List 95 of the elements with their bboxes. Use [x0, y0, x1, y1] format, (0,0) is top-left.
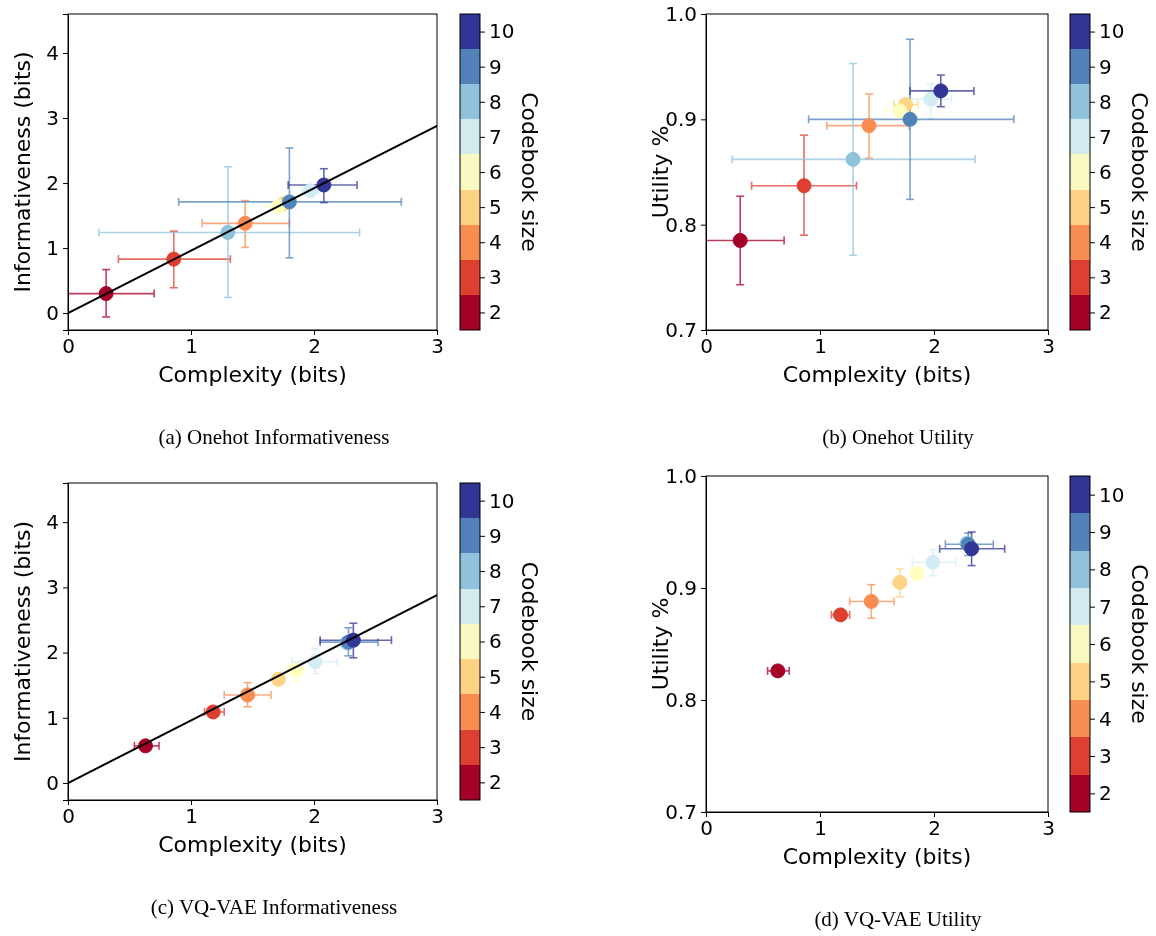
x-tick-label: 2: [928, 816, 941, 841]
point: [909, 565, 925, 581]
color-bar-label: 2: [1099, 781, 1112, 806]
point: [863, 593, 879, 609]
color-bar-label: 3: [1099, 743, 1112, 768]
y-axis-title: Informativeness (bits): [10, 51, 35, 293]
x-tick-label: 1: [185, 334, 198, 359]
color-bar-label: 2: [489, 300, 502, 325]
y-tick-label: 0: [46, 300, 59, 325]
color-bar-label: 7: [489, 124, 502, 149]
color-bar-label: 9: [1099, 519, 1112, 544]
point: [925, 554, 941, 570]
y-tick-label: 4: [46, 40, 59, 65]
color-bar-title: Codebook size: [517, 92, 542, 252]
color-bar-label: 8: [489, 558, 502, 583]
color-bar-label: 7: [1099, 124, 1112, 149]
color-bar-label: 5: [489, 664, 502, 689]
text: (a) Onehot Informativeness: [158, 425, 390, 449]
text: (d) VQ-VAE Utility: [814, 907, 983, 931]
y-tick-label: 0: [46, 770, 59, 795]
point: [923, 91, 939, 107]
color-bar-label: 5: [1099, 195, 1112, 220]
x-tick-label: 0: [700, 816, 713, 841]
color-bar-label: 5: [1099, 669, 1112, 694]
color-bar-label: 10: [489, 19, 515, 44]
x-tick-label: 3: [431, 334, 444, 359]
point: [845, 151, 861, 167]
color-bar-label: 3: [1099, 265, 1112, 290]
color-bar-label: 3: [489, 735, 502, 760]
color-bar-label: 9: [1099, 54, 1112, 79]
y-axis-title: Informativeness (bits): [10, 520, 35, 763]
color-bar-label: 8: [1099, 557, 1112, 582]
color-bar-label: 6: [489, 629, 502, 654]
color-bar-title: Codebook size: [1127, 92, 1152, 252]
color-bar-label: 9: [489, 523, 502, 548]
y-tick-label: 0.9: [665, 575, 697, 600]
color-bar-label: 3: [489, 265, 502, 290]
color-bar-title: Codebook size: [1127, 564, 1152, 724]
y-tick-label: 1.0: [665, 1, 697, 26]
y-tick-label: 1: [46, 235, 59, 260]
color-bar-label: 7: [1099, 594, 1112, 619]
x-tick-label: 2: [308, 804, 321, 829]
y-tick-label: 0.7: [665, 317, 697, 342]
color-bar-label: 8: [1099, 89, 1112, 114]
color-bar-label: 5: [489, 195, 502, 220]
point: [933, 83, 949, 99]
x-tick-label: 0: [700, 334, 713, 359]
x-tick-label: 2: [308, 334, 321, 359]
y-tick-label: 1.0: [665, 463, 697, 488]
color-bar-label: 4: [1099, 706, 1112, 731]
point: [796, 178, 812, 194]
color-bar-label: 4: [1099, 230, 1112, 255]
x-tick-label: 1: [185, 804, 198, 829]
color-bar-label: 6: [489, 159, 502, 184]
point: [861, 118, 877, 134]
y-tick-label: 3: [46, 575, 59, 600]
text: (c) VQ-VAE Informativeness: [150, 895, 398, 919]
x-tick-label: 3: [1042, 816, 1055, 841]
x-tick-label: 2: [928, 334, 941, 359]
point: [770, 663, 786, 679]
color-bar-title: Codebook size: [517, 561, 542, 722]
x-tick-label: 3: [1042, 334, 1055, 359]
y-tick-label: 2: [46, 170, 59, 195]
x-axis-title: Complexity (bits): [782, 844, 972, 869]
color-bar-label: 7: [489, 594, 502, 619]
color-bar-label: 6: [1099, 631, 1112, 656]
x-tick-label: 1: [814, 334, 827, 359]
color-bar-label: 4: [489, 699, 502, 724]
color-bar-label: 10: [1099, 19, 1125, 44]
x-axis-title: Complexity (bits): [158, 832, 347, 857]
x-axis-title: Complexity (bits): [158, 362, 347, 387]
point: [902, 111, 918, 127]
color-bar-label: 2: [1099, 300, 1112, 325]
text: (b) Onehot Utility: [822, 425, 975, 449]
x-tick-label: 3: [431, 804, 444, 829]
y-tick-label: 4: [46, 510, 59, 535]
x-tick-label: 0: [62, 334, 75, 359]
color-bar-label: 10: [1099, 482, 1125, 507]
point: [732, 232, 748, 248]
color-bar-label: 4: [489, 230, 502, 255]
color-bar-label: 2: [489, 770, 502, 795]
color-bar-label: 8: [489, 89, 502, 114]
x-tick-label: 0: [62, 804, 75, 829]
y-tick-label: 3: [46, 105, 59, 130]
point: [892, 103, 908, 119]
y-tick-label: 1: [46, 705, 59, 730]
y-tick-label: 0.7: [665, 799, 697, 824]
x-tick-label: 1: [814, 816, 827, 841]
y-tick-label: 2: [46, 640, 59, 665]
x-axis-title: Complexity (bits): [782, 362, 972, 387]
color-bar-label: 10: [489, 488, 515, 513]
point: [964, 541, 980, 557]
color-bar-label: 6: [1099, 159, 1112, 184]
color-bar-label: 9: [489, 54, 502, 79]
point: [892, 574, 908, 590]
